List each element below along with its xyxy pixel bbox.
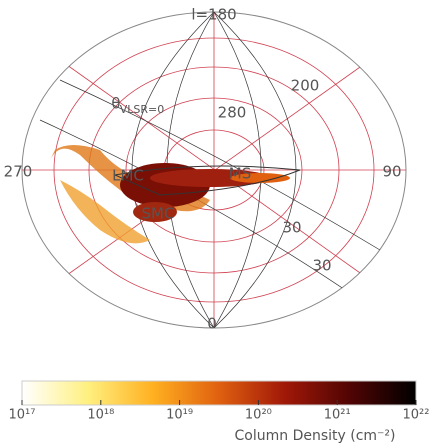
map-label: 0: [207, 315, 217, 333]
colorbar-tick-label: 10²¹: [324, 408, 351, 423]
map-label: 30: [282, 219, 301, 237]
colorbar: 10¹⁷ 10¹⁸ 10¹⁹ 10²⁰ 10²¹ 10²² Column Density (…: [9, 380, 430, 444]
map-label: LMC: [112, 167, 144, 185]
colorbar-tick-label: 10¹⁹: [166, 408, 193, 423]
colorbar-tick-label: 10¹⁸: [87, 408, 114, 423]
sky-map: l=180 200 280 270 90 0 30 30 LMC SMC MS θ VLSR=0: [4, 6, 407, 333]
map-label: MS: [229, 165, 251, 183]
map-label: VLSR=0: [120, 103, 165, 116]
gas-emission: [50, 145, 301, 244]
map-label: 200: [291, 77, 320, 95]
colorbar-tick-label: 10¹⁷: [9, 408, 36, 423]
colorbar-gradient: [21, 380, 417, 406]
map-label: SMC: [142, 205, 175, 223]
colorbar-tick-label: 10²²: [403, 408, 430, 423]
map-label: 90: [382, 163, 401, 181]
map-label: 270: [4, 163, 33, 181]
map-label: 30: [312, 257, 331, 275]
map-label: θ: [111, 95, 120, 113]
colorbar-label: Column Density (cm⁻²): [235, 428, 396, 444]
map-label: 280: [218, 104, 247, 122]
map-label: l=180: [191, 6, 236, 24]
colorbar-tick-label: 10²⁰: [245, 408, 272, 423]
